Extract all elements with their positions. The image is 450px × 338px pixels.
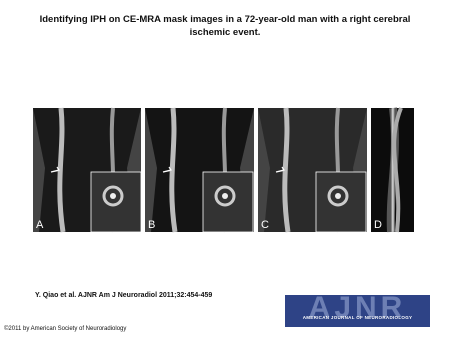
title: Identifying IPH on CE-MRA mask images in… <box>39 14 411 38</box>
inset-image <box>315 171 367 233</box>
lumen <box>110 193 116 199</box>
vessel-cross-section <box>102 185 124 207</box>
vessel <box>57 107 66 233</box>
inset-image <box>202 171 254 233</box>
vessel-cross-section <box>214 185 236 207</box>
vessel <box>169 107 178 233</box>
tissue <box>33 108 45 232</box>
inset-image <box>90 171 142 233</box>
vessel <box>392 107 403 233</box>
vessel-cross-section <box>327 185 349 207</box>
lumen <box>222 193 228 199</box>
arrow <box>275 166 285 173</box>
lumen <box>335 193 341 199</box>
panel-label: C <box>261 219 269 231</box>
panel-label: B <box>148 219 155 231</box>
panel-label: D <box>374 219 382 231</box>
arrow <box>162 166 172 173</box>
journal-logo: AJNR AMERICAN JOURNAL OF NEURORADIOLOGY <box>285 295 430 327</box>
tissue <box>145 108 157 232</box>
logo-name: AJNR <box>308 295 407 324</box>
arrow <box>50 166 60 173</box>
vessel <box>282 107 291 233</box>
tissue <box>258 108 270 232</box>
copyright: ©2011 by American Society of Neuroradiol… <box>4 326 127 332</box>
citation: Y. Qiao et al. AJNR Am J Neuroradiol 201… <box>35 292 213 299</box>
logo-subtitle: AMERICAN JOURNAL OF NEURORADIOLOGY <box>302 315 413 320</box>
panel-label: A <box>36 219 44 231</box>
